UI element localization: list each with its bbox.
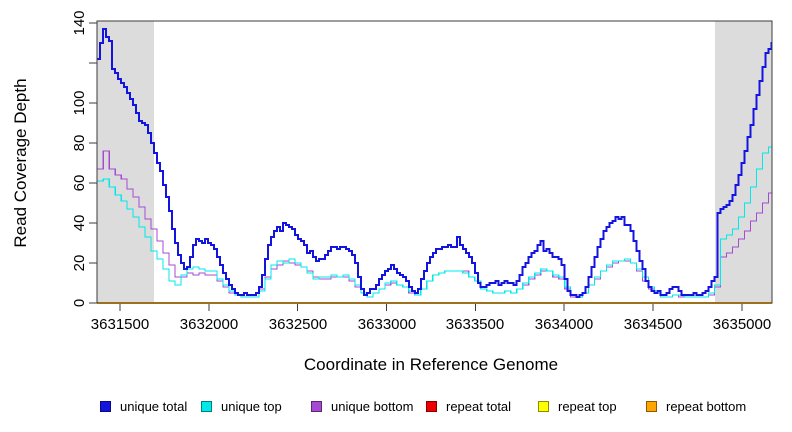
legend-swatch-icon [646,400,657,412]
x-axis-title: Coordinate in Reference Genome [303,355,559,374]
shaded-region [97,21,154,303]
x-tick-label: 3633000 [357,316,417,333]
x-tick-label: 3635000 [712,316,772,333]
x-tick-label: 3634500 [623,316,683,333]
legend-label: repeat top [558,398,617,414]
legend-swatch-icon [426,400,437,412]
plot-frame [96,20,773,304]
y-tick-label: 0 [71,298,88,308]
legend-label: unique bottom [331,398,414,414]
legend-item-repeat-top: repeat top [538,398,617,414]
x-tick-label: 3633500 [445,316,505,333]
legend-swatch-icon [538,400,549,412]
legend-item-unique-total: unique total [100,398,188,414]
legend-swatch-icon [311,400,322,412]
y-tick-label: 80 [71,134,88,152]
y-tick-label: 140 [71,10,88,36]
x-tick-label: 3631500 [90,316,150,333]
y-axis-title: Read Coverage Depth [11,78,30,248]
y-tick-label: 20 [71,254,88,272]
legend-item-unique-bottom: unique bottom [311,398,414,414]
legend-swatch-icon [100,400,111,412]
legend-label: unique total [120,398,188,414]
legend-item-repeat-total: repeat total [426,398,512,414]
legend-item-unique-top: unique top [201,398,282,414]
legend-label: repeat total [446,398,512,414]
legend-item-repeat-bottom: repeat bottom [646,398,747,414]
legend-label: repeat bottom [666,398,747,414]
legend-label: unique top [221,398,282,414]
y-tick-label: 100 [71,90,88,116]
series-line-unique-total [97,28,773,298]
x-tick-label: 3632000 [179,316,239,333]
x-tick-label: 3632500 [268,316,328,333]
x-tick-label: 3634000 [534,316,594,333]
y-tick-label: 40 [71,214,88,232]
y-tick-label: 60 [71,174,88,192]
legend-swatch-icon [201,400,212,412]
